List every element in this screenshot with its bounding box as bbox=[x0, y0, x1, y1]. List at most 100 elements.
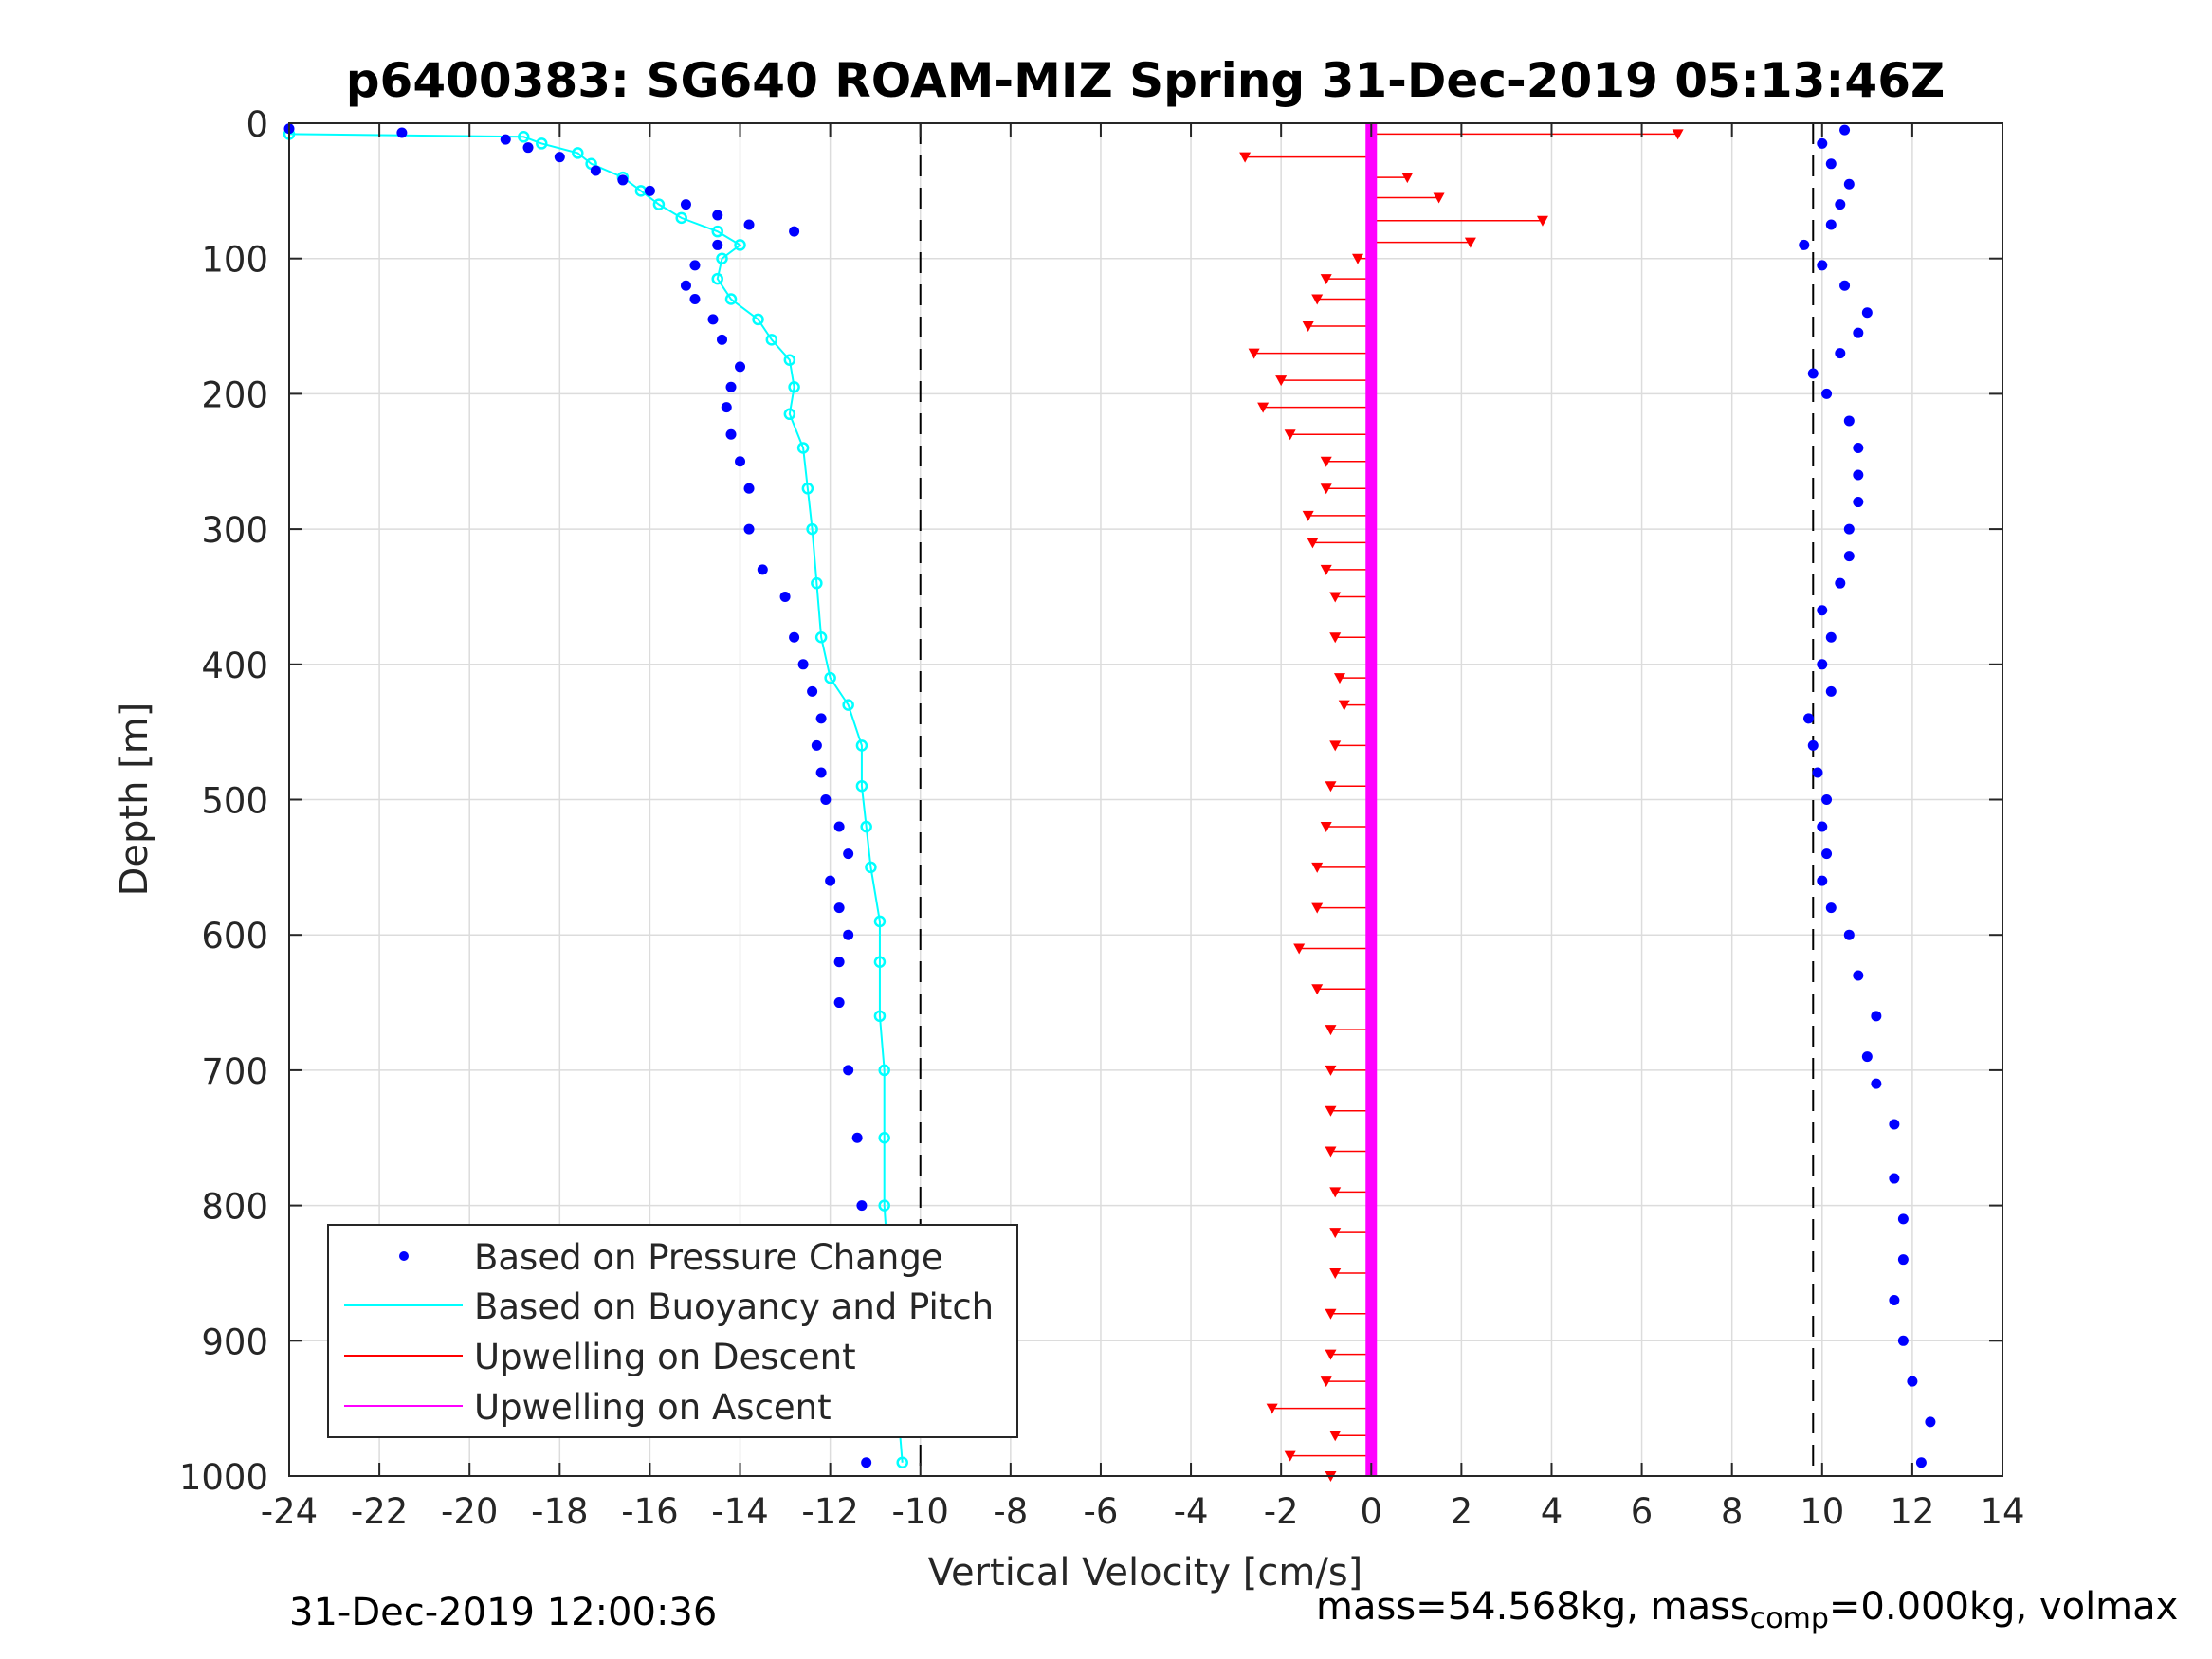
mass-subscript: comp bbox=[1749, 1602, 1829, 1635]
y-tick-label: 200 bbox=[201, 374, 268, 415]
upwelling-descent-point bbox=[1311, 984, 1324, 995]
buoyancy-pitch-point bbox=[878, 1199, 890, 1212]
buoyancy-pitch-point bbox=[855, 779, 868, 793]
buoyancy-pitch-point bbox=[572, 147, 584, 159]
y-tick-label: 400 bbox=[201, 646, 268, 686]
buoyancy-pitch-point bbox=[855, 739, 868, 752]
legend-label-upwelling-ascent: Upwelling on Ascent bbox=[474, 1387, 832, 1428]
upwelling-descent-point bbox=[1333, 673, 1345, 684]
pressure-change-point bbox=[522, 142, 534, 154]
pressure-change-point bbox=[1817, 875, 1828, 886]
upwelling-descent-point bbox=[1325, 781, 1337, 793]
pressure-change-point bbox=[833, 821, 845, 832]
buoyancy-pitch-point bbox=[783, 354, 796, 366]
upwelling-descent-point bbox=[1275, 375, 1288, 387]
pressure-change-point bbox=[815, 767, 827, 778]
pressure-change-point bbox=[1897, 1335, 1909, 1346]
pressure-change-point bbox=[1843, 929, 1855, 940]
buoyancy-pitch-point bbox=[796, 442, 810, 454]
y-tick-label: 100 bbox=[201, 240, 268, 281]
buoyancy-pitch-point bbox=[652, 198, 666, 210]
upwelling-descent-point bbox=[1433, 192, 1445, 204]
upwelling-descent-point bbox=[1320, 274, 1332, 285]
pressure-change-point bbox=[707, 314, 719, 325]
upwelling-descent-point bbox=[1284, 429, 1296, 441]
legend-label-pressure-change: Based on Pressure Change bbox=[474, 1237, 943, 1278]
buoyancy-pitch-point bbox=[811, 576, 823, 590]
pressure-change-point bbox=[1817, 260, 1828, 271]
upwelling-descent-point bbox=[1401, 173, 1414, 184]
pressure-change-point bbox=[789, 226, 800, 237]
upwelling-descent-point bbox=[1320, 456, 1332, 467]
pressure-change-point bbox=[779, 591, 791, 602]
pressure-change-point bbox=[1907, 1376, 1918, 1387]
upwelling-descent-point bbox=[1329, 1187, 1342, 1198]
upwelling-descent-point bbox=[1320, 483, 1332, 495]
pressure-change-point bbox=[1915, 1457, 1927, 1468]
legend: Based on Pressure Change Based on Buoyan… bbox=[327, 1224, 1018, 1438]
buoyancy-pitch-point bbox=[711, 225, 723, 238]
footer-mass-info: mass=54.568kg, masscomp=0.000kg, volmax bbox=[1316, 1585, 2178, 1635]
tick-labels: -24 -22 -20 -18 -16 -14 -12 -10 -8 -6 -4 -2 0 2 4 6 8 10 1… bbox=[179, 104, 2025, 1532]
chart-title: p6400383: SG640 ROAM-MIZ Spring 31-Dec-2… bbox=[346, 53, 1946, 108]
upwelling-descent-point bbox=[1311, 902, 1324, 914]
y-tick-label: 700 bbox=[201, 1051, 268, 1092]
pressure-change-point bbox=[833, 957, 845, 968]
upwelling-descent-point bbox=[1257, 402, 1270, 413]
pressure-change-point bbox=[820, 794, 832, 805]
pressure-change-point bbox=[1821, 848, 1833, 860]
pressure-change-point bbox=[789, 631, 800, 643]
buoyancy-pitch-point bbox=[873, 956, 887, 968]
x-tick-label: -10 bbox=[892, 1491, 949, 1532]
pressure-change-point bbox=[500, 134, 511, 145]
pressure-change-point bbox=[554, 152, 565, 163]
pressure-change-point bbox=[1825, 631, 1837, 643]
upwelling-descent-point bbox=[1320, 564, 1332, 575]
pressure-change-point bbox=[717, 334, 728, 345]
pressure-change-point bbox=[1861, 307, 1873, 319]
upwelling-descent-point bbox=[1338, 700, 1350, 711]
pressure-change-point bbox=[721, 402, 732, 413]
pressure-change-point bbox=[843, 1065, 854, 1076]
pressure-change-point bbox=[743, 219, 755, 230]
x-tick-label: -4 bbox=[1174, 1491, 1209, 1532]
pressure-change-point bbox=[1817, 137, 1828, 149]
pressure-change-point bbox=[843, 929, 854, 940]
footer-timestamp: 31-Dec-2019 12:00:36 bbox=[289, 1591, 718, 1634]
x-tick-label: -20 bbox=[441, 1491, 498, 1532]
pressure-change-point bbox=[1825, 902, 1837, 914]
x-tick-label: 12 bbox=[1890, 1491, 1934, 1532]
pressure-change-point bbox=[1812, 767, 1823, 778]
pressure-change-point bbox=[743, 523, 755, 535]
pressure-change-point bbox=[617, 174, 629, 186]
buoyancy-pitch-point bbox=[878, 1064, 890, 1077]
upwelling-descent-point bbox=[1329, 592, 1342, 603]
pressure-change-point bbox=[1835, 577, 1846, 589]
pressure-change-point bbox=[680, 199, 691, 210]
pressure-change-point bbox=[1843, 551, 1855, 562]
upwelling-descent-point bbox=[1329, 1228, 1342, 1239]
buoyancy-pitch-point bbox=[675, 211, 687, 225]
buoyancy-pitch-point bbox=[788, 381, 800, 393]
buoyancy-pitch-point bbox=[536, 137, 548, 150]
y-tick-label: 500 bbox=[201, 781, 268, 822]
pressure-change-point bbox=[680, 280, 691, 291]
mass-prefix: mass=54.568kg, mass bbox=[1316, 1585, 1750, 1629]
pressure-change-point bbox=[1853, 469, 1864, 481]
pressure-change-point bbox=[712, 210, 723, 221]
pressure-change-point bbox=[1807, 739, 1819, 751]
x-tick-label: -8 bbox=[993, 1491, 1028, 1532]
buoyancy-pitch-point bbox=[896, 1456, 908, 1468]
x-tick-label: -22 bbox=[351, 1491, 408, 1532]
pressure-change-point bbox=[861, 1457, 872, 1468]
upwelling-descent-point bbox=[1329, 1267, 1342, 1279]
upwelling-descent-point bbox=[1325, 1146, 1337, 1158]
pressure-change-point bbox=[1889, 1294, 1900, 1305]
upwelling-descent-point bbox=[1464, 237, 1476, 248]
legend-swatch-pressure-change bbox=[399, 1251, 409, 1261]
upwelling-descent-point bbox=[1325, 1308, 1337, 1320]
pressure-change-point bbox=[1853, 327, 1864, 338]
pressure-change-point bbox=[1853, 497, 1864, 508]
pressure-change-point bbox=[851, 1132, 863, 1143]
pressure-change-point bbox=[1835, 199, 1846, 210]
